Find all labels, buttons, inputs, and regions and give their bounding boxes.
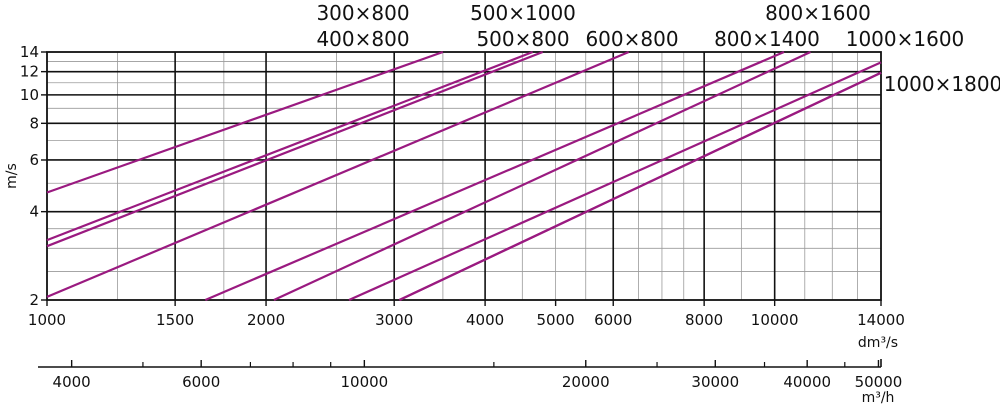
x-tick-label: 6000: [594, 311, 632, 329]
series-line-1000x1800: [398, 71, 882, 301]
secondary-tick-label: 50000: [855, 373, 903, 391]
series-label-400x800: 400×800: [316, 27, 409, 51]
series-label-1000x1800: 1000×1800: [884, 72, 1000, 96]
y-tick-labels: 2 4 6 8 10 12 14: [20, 43, 47, 309]
y-axis-label: m/s: [4, 163, 20, 189]
series-label-500x800: 500×800: [476, 27, 569, 51]
series-line-500x800: [46, 50, 544, 248]
series-line-600x800: [204, 50, 785, 302]
series-line-800x1600: [348, 61, 882, 302]
x-tick-label: 14000: [857, 311, 905, 329]
series-label-1000x1600: 1000×1600: [846, 27, 965, 51]
plot-frame: [46, 51, 882, 301]
x-unit-label: dm³/s: [858, 335, 898, 351]
x-tick-label: 5000: [537, 311, 575, 329]
y-tick-label: 12: [20, 63, 39, 81]
y-tick-label: 10: [20, 86, 39, 104]
series-label-600x800: 600×800: [585, 27, 678, 51]
y-tick-label: 6: [29, 151, 39, 169]
secondary-tick-label: 30000: [691, 373, 739, 391]
series-line-300x800: [46, 50, 444, 194]
series-label-300x800: 300×800: [316, 1, 409, 25]
secondary-axis: 4000 6000 10000 20000 30000 40000 50000: [38, 359, 902, 391]
secondary-tick-label: 6000: [182, 373, 220, 391]
y-tick-label: 4: [29, 203, 39, 221]
x-tick-label: 1500: [156, 311, 194, 329]
minor-grid: [47, 52, 881, 300]
x-tick-label: 3000: [375, 311, 413, 329]
series-line-500x1000: [46, 50, 630, 298]
y-tick-label: 14: [20, 43, 39, 61]
series-line-400x800: [46, 50, 534, 242]
secondary-tick-label: 10000: [340, 373, 388, 391]
x-tick-label: 4000: [466, 311, 504, 329]
plot-border: [46, 51, 882, 301]
series-lines: [46, 50, 882, 302]
secondary-tick-label: 4000: [53, 373, 91, 391]
series-line-800x1400: [273, 51, 811, 301]
x-tick-labels: 1000 1500 2000 3000 4000 5000 6000 8000 10000 140…: [28, 300, 905, 329]
series-labels: 300×800 400×800 500×1000 500×800 600×800…: [316, 1, 1000, 96]
secondary-tick-label: 40000: [783, 373, 831, 391]
x-tick-label: 8000: [685, 311, 723, 329]
x-tick-label: 2000: [247, 311, 285, 329]
y-tick-label: 8: [29, 114, 39, 132]
y-tick-label: 2: [29, 291, 39, 309]
secondary-tick-label: 20000: [562, 373, 610, 391]
secondary-unit-label: m³/h: [862, 390, 895, 406]
x-tick-label: 10000: [751, 311, 799, 329]
series-label-800x1600: 800×1600: [765, 1, 871, 25]
series-label-500x1000: 500×1000: [470, 1, 576, 25]
series-label-800x1400: 800×1400: [714, 27, 820, 51]
major-grid: [47, 52, 881, 300]
x-tick-label: 1000: [28, 311, 66, 329]
